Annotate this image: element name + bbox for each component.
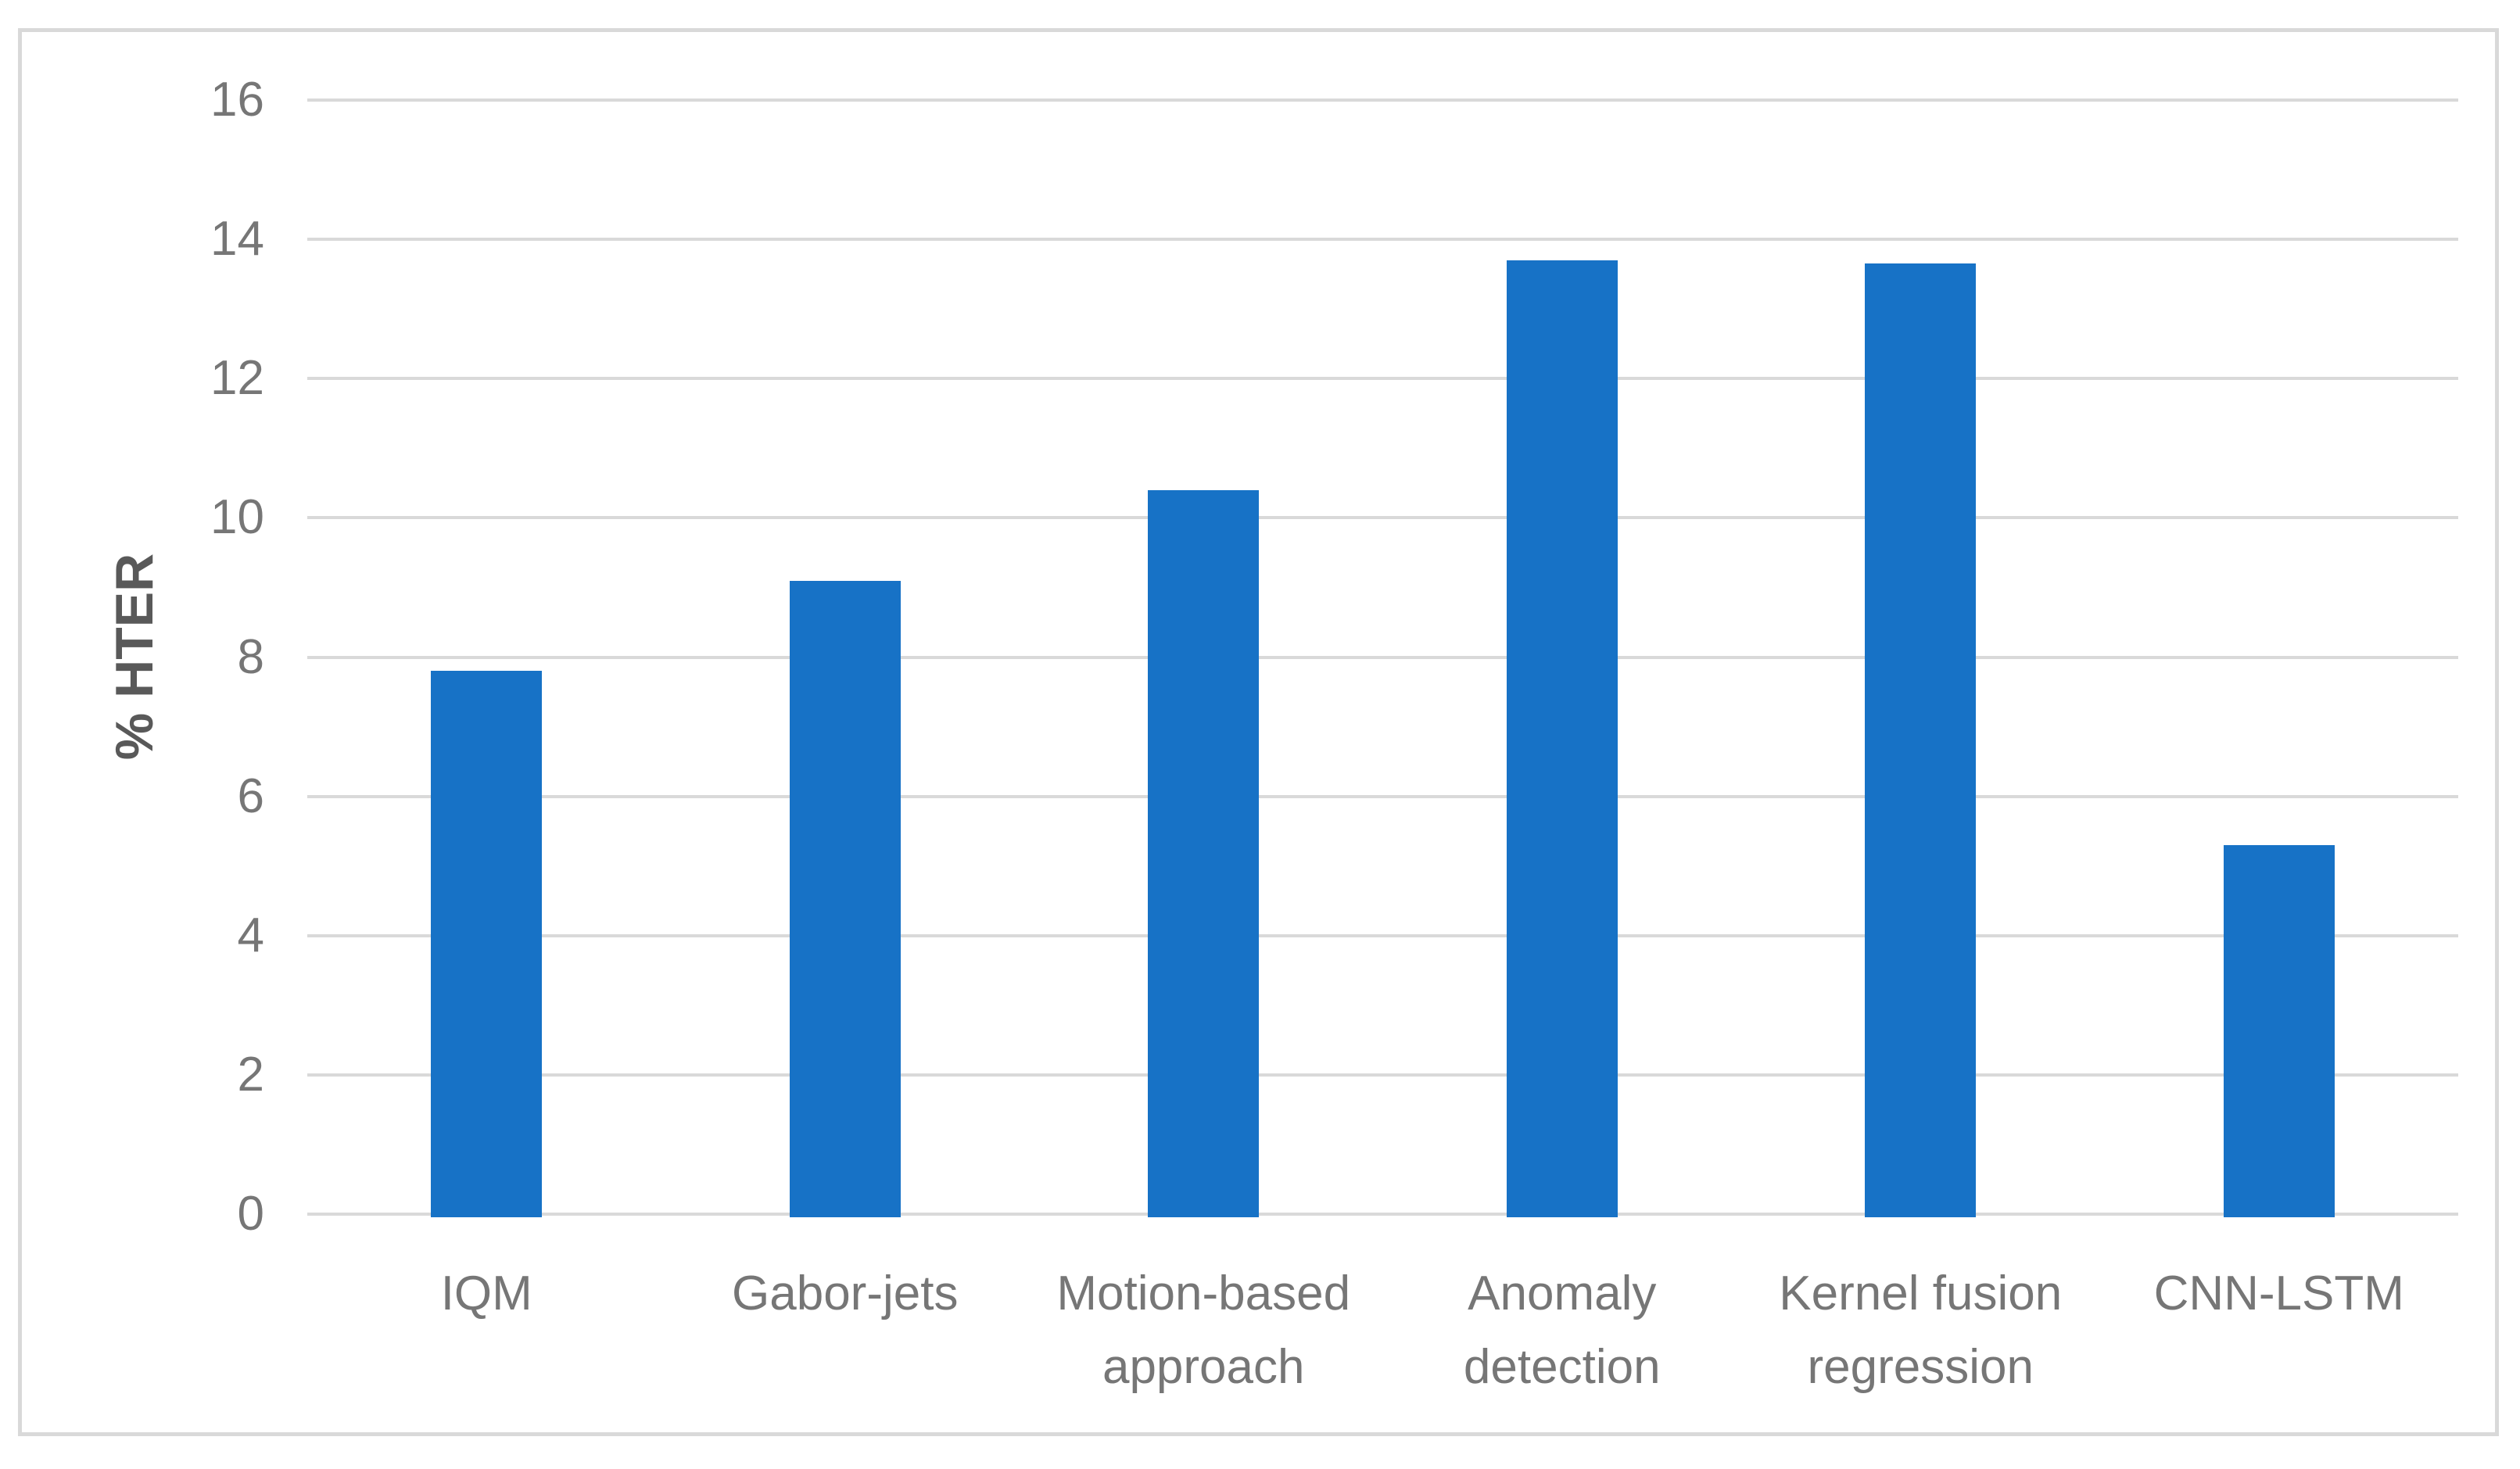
bar-3	[1506, 260, 1618, 1217]
x-category-label-1: Gabor-jets	[732, 1267, 959, 1320]
x-category-label-5: CNN-LSTM	[2153, 1267, 2404, 1320]
x-category-label-0: IQM	[440, 1267, 532, 1320]
figure-border	[18, 28, 2499, 1436]
gridline-y-0	[307, 1213, 2458, 1216]
x-category-label-2: Motion-based approach	[1056, 1267, 1351, 1394]
bar-5	[2223, 844, 2335, 1217]
x-category-label-4: Kernel fusion regression	[1779, 1267, 2063, 1394]
y-tick-label-10: 10	[210, 490, 264, 545]
gridline-y-16	[307, 99, 2458, 102]
gridline-y-6	[307, 794, 2458, 798]
y-tick-label-4: 4	[237, 908, 264, 962]
gridline-y-2	[307, 1073, 2458, 1077]
gridline-y-10	[307, 516, 2458, 520]
x-category-label-3: Anomaly detection	[1463, 1267, 1661, 1394]
y-tick-label-14: 14	[210, 212, 264, 267]
bar-4	[1865, 263, 1977, 1217]
y-tick-label-0: 0	[237, 1187, 264, 1241]
gridline-y-4	[307, 933, 2458, 937]
y-tick-label-16: 16	[210, 73, 264, 127]
gridline-y-12	[307, 377, 2458, 381]
y-tick-label-12: 12	[210, 351, 264, 406]
gridline-y-14	[307, 238, 2458, 242]
bar-1	[789, 580, 901, 1217]
bar-2	[1148, 489, 1260, 1217]
bar-0	[431, 671, 543, 1217]
y-tick-label-6: 6	[237, 769, 264, 823]
y-tick-label-8: 8	[237, 629, 264, 684]
y-tick-label-2: 2	[237, 1047, 264, 1102]
plot-area	[307, 99, 2458, 1217]
gridline-y-8	[307, 655, 2458, 659]
